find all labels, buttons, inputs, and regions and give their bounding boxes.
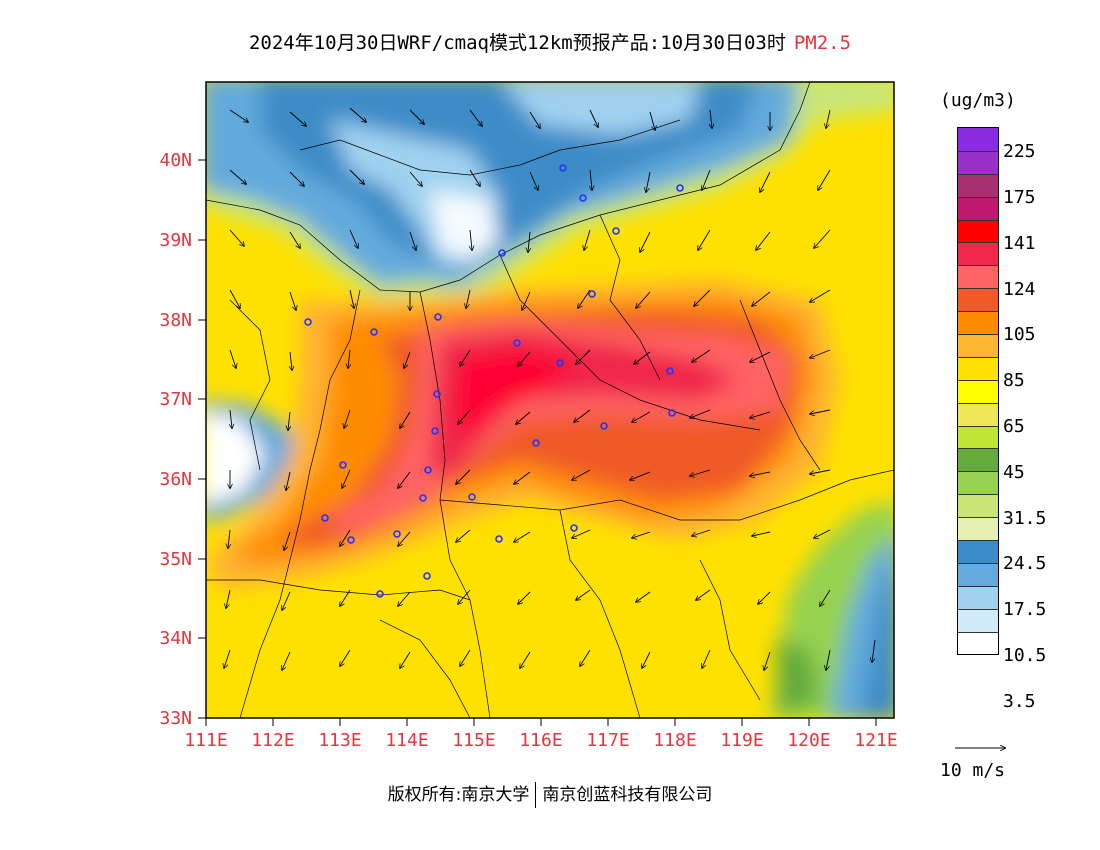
legend-swatch — [958, 128, 998, 151]
legend-unit: (ug/m3) — [940, 90, 1016, 111]
legend-swatch — [958, 356, 998, 380]
legend-swatch — [958, 288, 998, 312]
title-main: 2024年10月30日WRF/cmaq模式12km预报产品:10月30日03时 — [248, 32, 786, 54]
legend-label: 175 — [1003, 187, 1036, 208]
copyright-footer: 版权所有:南京大学 南京创蓝科技有限公司 — [0, 780, 1100, 808]
wind-vectors — [224, 107, 876, 670]
lon-label: 112E — [251, 730, 295, 751]
legend-label: 141 — [1003, 233, 1036, 254]
color-legend — [957, 127, 999, 656]
lat-label: 36N — [159, 469, 192, 490]
legend-label: 10.5 — [1003, 645, 1047, 666]
lat-label: 40N — [159, 150, 192, 171]
legend-label: 85 — [1003, 370, 1025, 391]
title-variable: PM2.5 — [793, 32, 852, 54]
legend-swatch — [958, 242, 998, 266]
legend-label: 24.5 — [1003, 553, 1047, 574]
lon-label: 117E — [586, 730, 630, 751]
legend-swatch — [958, 196, 998, 220]
legend-swatch — [958, 494, 998, 518]
lat-label: 37N — [159, 389, 192, 410]
legend-swatch — [958, 540, 998, 563]
footer-left: 版权所有:南京大学 — [387, 785, 530, 805]
vector-scale-label: 10 m/s — [940, 760, 1006, 781]
legend-swatch — [958, 402, 998, 426]
legend-label: 17.5 — [1003, 599, 1047, 620]
lat-label: 35N — [159, 549, 192, 570]
legend-swatch — [958, 173, 998, 197]
lon-label: 118E — [653, 730, 697, 751]
legend-swatch — [958, 219, 998, 243]
legend-swatch — [958, 562, 998, 586]
lon-label: 119E — [720, 730, 764, 751]
legend-swatch — [958, 379, 998, 403]
lat-label: 39N — [159, 230, 192, 251]
footer-separator — [535, 782, 537, 808]
legend-label: 225 — [1003, 141, 1036, 162]
city-markers — [304, 164, 684, 598]
legend-swatch — [958, 425, 998, 449]
lon-label: 121E — [854, 730, 898, 751]
map-frame — [205, 81, 895, 719]
chart-title: 2024年10月30日WRF/cmaq模式12km预报产品:10月30日03时 P… — [0, 28, 1100, 55]
legend-swatch — [958, 608, 998, 632]
legend-label: 31.5 — [1003, 508, 1047, 529]
footer-right: 南京创蓝科技有限公司 — [542, 785, 713, 805]
concentration-field — [206, 82, 894, 718]
lon-label: 114E — [385, 730, 429, 751]
legend-swatch — [958, 150, 998, 174]
legend-label: 105 — [1003, 324, 1036, 345]
lon-label: 113E — [318, 730, 362, 751]
legend-label: 3.5 — [1003, 691, 1036, 712]
legend-swatch — [958, 265, 998, 289]
legend-swatch — [958, 585, 998, 609]
lat-label: 33N — [159, 708, 192, 729]
legend-swatch — [958, 471, 998, 495]
lon-label: 115E — [452, 730, 496, 751]
legend-swatch — [958, 448, 998, 472]
legend-swatch — [958, 631, 998, 655]
legend-swatch — [958, 517, 998, 541]
lon-label: 120E — [787, 730, 831, 751]
lat-label: 34N — [159, 628, 192, 649]
lat-label: 38N — [159, 310, 192, 331]
legend-label: 45 — [1003, 462, 1025, 483]
legend-swatch — [958, 334, 998, 357]
legend-label: 65 — [1003, 416, 1025, 437]
province-boundaries — [206, 82, 894, 718]
lon-label: 111E — [184, 730, 228, 751]
lon-label: 116E — [519, 730, 563, 751]
legend-swatch — [958, 311, 998, 335]
legend-label: 124 — [1003, 279, 1036, 300]
axis-ticks — [198, 159, 877, 726]
